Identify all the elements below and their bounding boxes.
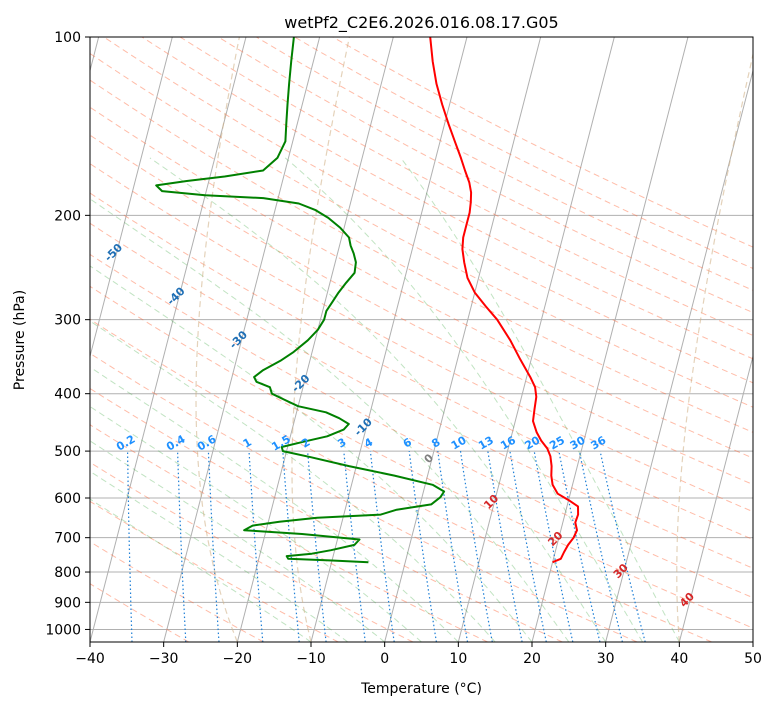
y-tick-label: 600: [54, 491, 81, 507]
mixing-ratio-line: [283, 451, 299, 642]
mixing-ratio-line: [488, 451, 522, 642]
y-tick-label: 100: [54, 30, 81, 46]
mixing-ratio-label: 4: [362, 435, 375, 450]
mixing-ratio-line: [579, 451, 622, 642]
moist-adiabat: [0, 158, 311, 642]
dry-adiabat: [0, 37, 775, 642]
y-tick-label: 500: [54, 444, 81, 460]
dry-adiabat: [218, 37, 775, 642]
y-tick-label: 1000: [45, 622, 81, 638]
y-tick-label: 900: [54, 595, 81, 611]
isotherm-line: [458, 37, 614, 642]
x-tick-label: 30: [597, 651, 615, 667]
x-tick-label: 20: [523, 651, 541, 667]
dry-adiabat: [0, 37, 712, 642]
dry-adiabat: [28, 37, 775, 642]
mixing-ratio-line: [178, 451, 186, 642]
mixing-ratio-label: 2: [299, 436, 312, 451]
y-tick-label: 300: [54, 313, 81, 329]
isotherm-line: [606, 37, 762, 642]
mixing-ratio-label: 0.6: [195, 432, 219, 453]
dry-adiabat: [0, 37, 775, 642]
dry-adiabat: [104, 37, 775, 642]
mixing-ratio-label: 25: [547, 434, 567, 453]
dry-adiabat: [0, 37, 338, 642]
grid-lines: [0, 37, 775, 642]
x-tick-label: −30: [149, 651, 179, 667]
mixing-ratio-line: [308, 451, 327, 642]
isotherm-label: -20: [289, 372, 312, 395]
moist-adiabat: [150, 158, 606, 642]
dry-adiabat: [0, 37, 775, 642]
x-tick-label: 10: [449, 651, 467, 667]
dry-adiabat: [0, 37, 775, 642]
x-tick-label: 50: [744, 651, 762, 667]
chart-title: wetPf2_C2E6.2026.016.08.17.G05: [284, 13, 558, 33]
mixing-ratio-label: 36: [588, 433, 608, 452]
isotherm-label: -50: [102, 241, 125, 264]
series-layer: [156, 37, 578, 562]
x-axis-label: Temperature (°C): [360, 681, 482, 697]
mixing-ratio-line: [208, 451, 219, 642]
mixing-ratio-label: 1: [241, 436, 254, 451]
isotherm-label: 30: [611, 561, 631, 581]
x-tick-label: −10: [296, 651, 326, 667]
mixing-ratio-line: [510, 451, 546, 642]
isotherm-label: 10: [481, 492, 501, 512]
isotherm-line: [679, 37, 775, 642]
reference-curve: [677, 37, 757, 642]
mixing-ratio-label: 3: [335, 436, 348, 451]
moist-adiabat: [401, 158, 680, 642]
dry-adiabat: [0, 37, 775, 642]
isotherm-label: -30: [227, 328, 250, 351]
temperature-profile: [430, 37, 578, 562]
y-tick-label: 700: [54, 531, 81, 547]
isotherm-label: -40: [164, 284, 187, 307]
isotherm-label: -10: [352, 415, 375, 438]
dry-adiabat: [0, 37, 637, 642]
mixing-ratio-label: 8: [429, 436, 442, 451]
x-tick-label: −40: [75, 651, 105, 667]
dry-adiabat: [180, 37, 775, 642]
isotherm-label: 40: [677, 590, 697, 610]
mixing-ratio-label: 16: [498, 433, 518, 452]
x-tick-label: −20: [223, 651, 253, 667]
isotherm-line: [16, 37, 172, 642]
plot-frame: [90, 37, 753, 642]
mixing-ratio-label: 0.4: [164, 432, 188, 453]
mixing-ratio-label: 6: [401, 435, 414, 450]
y-tick-label: 200: [54, 208, 81, 224]
x-tick-label: 0: [380, 651, 389, 667]
isotherm-line: [753, 37, 775, 642]
moist-adiabat: [0, 158, 348, 642]
x-tick-label: 40: [670, 651, 688, 667]
dry-adiabat: [0, 37, 775, 642]
dry-adiabat: [0, 37, 413, 642]
dry-adiabat: [0, 37, 264, 642]
y-tick-label: 800: [54, 565, 81, 581]
mixing-ratio-label: 1.5: [269, 433, 292, 454]
y-axis-label: Pressure (hPa): [12, 290, 28, 390]
y-tick-label: 400: [54, 387, 81, 403]
dry-adiabat: [0, 37, 775, 642]
mixing-ratio-line: [249, 451, 263, 642]
mixing-ratio-line: [600, 451, 645, 642]
isotherm-label: 0: [422, 451, 437, 466]
moist-adiabat: [285, 158, 642, 642]
isotherm-line: [532, 37, 688, 642]
mixing-ratio-line: [438, 451, 468, 642]
isotherm-label: 20: [545, 529, 565, 549]
